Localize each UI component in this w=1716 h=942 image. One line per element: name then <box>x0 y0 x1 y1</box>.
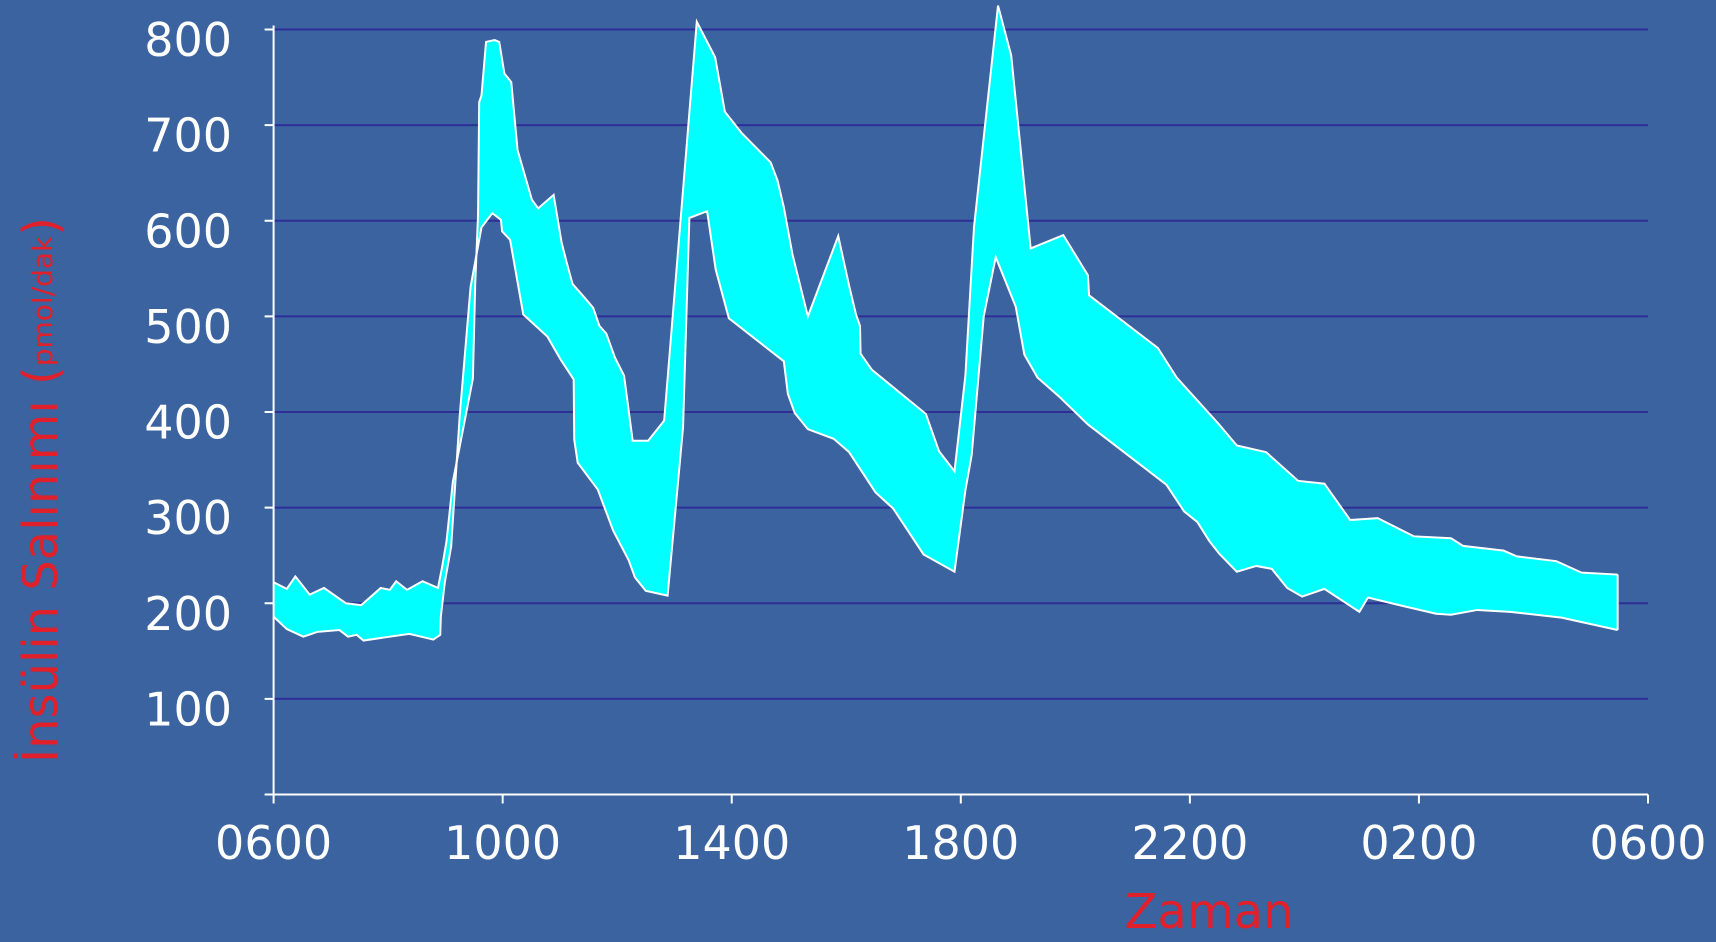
y-tick-label: 700 <box>144 109 232 163</box>
x-tick-label: 0600 <box>215 816 332 870</box>
band-area <box>273 5 1618 641</box>
x-axis-label: Zaman <box>1125 884 1294 940</box>
y-axis-label: İnsülin Salınımı (pmol/dak) <box>13 217 69 763</box>
y-axis-label-close: ) <box>13 217 69 236</box>
y-tick-label: 100 <box>144 682 232 736</box>
y-axis-unit: pmol/dak <box>26 235 59 366</box>
x-tick-label: 0200 <box>1360 816 1477 870</box>
y-axis-label-text: İnsülin Salınımı ( <box>13 366 69 763</box>
y-tick-label: 800 <box>144 13 232 67</box>
x-tick-label: 2200 <box>1131 816 1248 870</box>
x-tick-label: 0600 <box>1589 816 1706 870</box>
x-tick-label: 1400 <box>673 816 790 870</box>
band-edge <box>273 5 1618 607</box>
y-tick-label: 500 <box>144 300 232 354</box>
x-tick-label: 1000 <box>444 816 561 870</box>
y-tick-label: 200 <box>144 587 232 641</box>
y-tick-label: 300 <box>144 491 232 545</box>
band-edge <box>272 209 1618 642</box>
x-tick-label: 1800 <box>902 816 1019 870</box>
y-tick-label: 400 <box>144 396 232 450</box>
y-tick-label: 600 <box>144 204 232 258</box>
